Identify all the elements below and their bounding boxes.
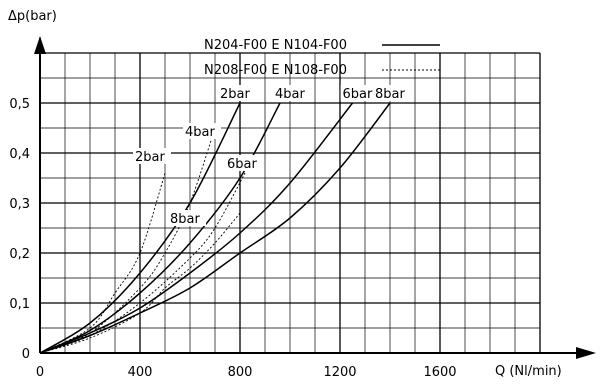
y-tick-label: 0,5 bbox=[9, 97, 30, 112]
curve-label-dotted-2bar: 2bar bbox=[135, 150, 165, 165]
curve-label-bg bbox=[183, 123, 221, 139]
dotted-series-2bar bbox=[39, 172, 166, 354]
dotted-series-8bar bbox=[39, 212, 241, 354]
axes: 0 400 800 1200 1600 0 0,1 0,2 0,3 0,4 0,5 bbox=[9, 36, 596, 380]
x-tick-label: 1200 bbox=[323, 365, 356, 380]
legend-label-dotted: N208-F00 E N108-F00 bbox=[204, 63, 347, 78]
legend-label-solid: N204-F00 E N104-F00 bbox=[204, 38, 347, 53]
solid-series-2bar bbox=[39, 102, 241, 354]
curve-label-bg bbox=[373, 85, 411, 101]
x-axis-label: Q (Nl/min) bbox=[495, 364, 562, 379]
x-tick-label: 1600 bbox=[423, 365, 456, 380]
solid-series-8bar bbox=[39, 102, 391, 354]
curve-label-bg bbox=[218, 85, 256, 101]
curve-label-bg bbox=[168, 210, 206, 226]
curve-label-bg bbox=[133, 148, 171, 164]
dotted-series-6bar bbox=[39, 172, 246, 354]
y-axis-label: Δp(bar) bbox=[8, 9, 57, 24]
curve-label-solid-4bar: 4bar bbox=[275, 87, 305, 102]
grid bbox=[40, 52, 541, 353]
y-tick-label: 0,2 bbox=[9, 247, 30, 262]
curve-label-bg bbox=[273, 85, 311, 101]
solid-series-6bar bbox=[39, 102, 354, 354]
curve-label-solid-8bar: 8bar bbox=[375, 87, 405, 102]
curve-label-bg bbox=[340, 85, 379, 101]
x-tick-label: 400 bbox=[128, 365, 153, 380]
y-tick-label: 0 bbox=[22, 347, 30, 362]
curve-label-bg bbox=[225, 155, 263, 171]
x-tick-label: 800 bbox=[228, 365, 253, 380]
curve-label-dotted-4bar: 4bar bbox=[185, 125, 215, 140]
y-tick-label: 0,1 bbox=[9, 297, 30, 312]
y-axis-arrow bbox=[34, 36, 46, 54]
curve-label-solid-2bar: 2bar bbox=[220, 87, 250, 102]
x-axis-arrow bbox=[576, 347, 596, 359]
curve-label-solid-6bar: 6bar bbox=[343, 87, 373, 102]
x-tick-label: 0 bbox=[36, 365, 44, 380]
y-tick-label: 0,4 bbox=[9, 147, 30, 162]
legend: N204-F00 E N104-F00 N208-F00 E N108-F00 bbox=[204, 38, 440, 78]
curve-label-dotted-8bar: 8bar bbox=[170, 212, 200, 227]
curve-label-dotted-6bar: 6bar bbox=[227, 157, 257, 172]
y-tick-label: 0,3 bbox=[9, 197, 30, 212]
